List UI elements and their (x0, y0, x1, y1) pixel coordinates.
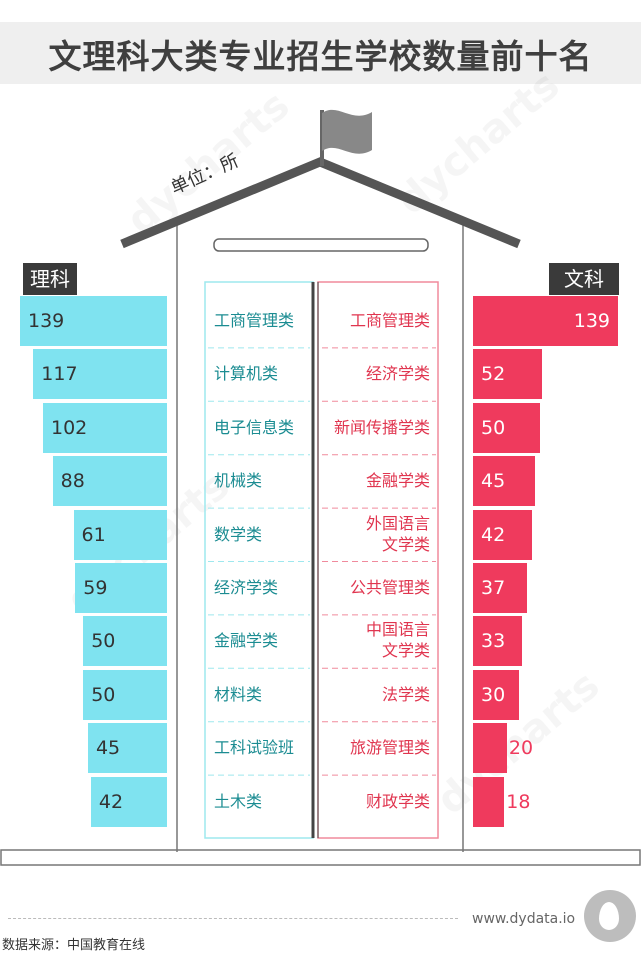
science-category-label: 工科试验班 (214, 738, 295, 758)
liberal-bar: 50 (473, 402, 541, 453)
liberal-category-label: 金融学类 (365, 471, 430, 491)
liberal-value-label: 50 (481, 416, 506, 439)
liberal-category-label: 法学类 (381, 684, 430, 704)
science-bar: 59 (75, 563, 167, 613)
liberal-bar: 30 (473, 669, 519, 720)
liberal-bar: 139 (473, 296, 618, 346)
science-bar: 50 (83, 669, 167, 720)
science-value-label: 50 (91, 683, 116, 706)
science-value-label: 59 (83, 577, 108, 599)
liberal-value-label: 42 (481, 523, 506, 546)
science-label: 理科 (23, 263, 77, 295)
liberal-bar: 45 (473, 456, 536, 507)
liberal-category-label: 中国语言 文学类 (365, 620, 430, 661)
liberal-value-label: 139 (573, 310, 610, 332)
liberal-category-label: 财政学类 (365, 791, 430, 811)
science-value-label: 45 (95, 737, 121, 760)
liberal-value-label: 52 (481, 363, 506, 386)
liberal-value-label: 33 (481, 630, 506, 653)
science-category-label: 计算机类 (214, 364, 279, 384)
science-value-label: 61 (81, 523, 106, 546)
science-category-label: 材料类 (214, 684, 263, 704)
liberal-bar: 42 (473, 509, 533, 560)
footer-divider (8, 918, 458, 919)
science-category-label: 金融学类 (214, 631, 279, 651)
liberal-value-label: 18 (506, 790, 531, 813)
liberal-category-label: 工商管理类 (349, 311, 430, 330)
liberal-bar: 20 (473, 723, 533, 774)
science-value-label: 42 (98, 790, 124, 813)
science-bar: 117 (33, 349, 167, 400)
science-category-label: 工商管理类 (214, 311, 295, 330)
science-bar: 50 (83, 616, 167, 667)
science-value-label: 139 (28, 310, 65, 332)
liberal-category-label: 旅游管理类 (349, 738, 430, 758)
science-category-label: 电子信息类 (214, 417, 295, 437)
science-value-label: 88 (60, 470, 85, 493)
science-value-label: 102 (51, 416, 88, 439)
science-bar: 42 (90, 776, 167, 827)
science-bar: 45 (87, 723, 167, 774)
science-category-label: 经济学类 (214, 578, 279, 597)
science-category-label: 数学类 (214, 524, 263, 544)
science-bar: 102 (43, 402, 167, 453)
liberal-value-label: 45 (481, 470, 506, 493)
liberal-category-label: 外国语言 文学类 (365, 513, 430, 554)
title-band (0, 22, 641, 84)
science-bar: 61 (73, 509, 167, 560)
liberal-label: 文科 (549, 263, 619, 295)
science-bar: 139 (20, 296, 167, 346)
liberal-value-label: 37 (481, 577, 506, 599)
website-link[interactable]: www.dydata.io (472, 911, 576, 927)
science-category-label: 土木类 (214, 791, 263, 811)
science-value-label: 50 (91, 630, 116, 653)
science-bar: 88 (52, 456, 167, 507)
liberal-bar: 37 (473, 563, 527, 613)
liberal-category-label: 经济学类 (365, 364, 430, 384)
liberal-category-label: 公共管理类 (349, 578, 430, 597)
dydata-logo-icon (584, 890, 636, 942)
science-category-label: 机械类 (214, 471, 263, 491)
liberal-value-label: 20 (508, 737, 534, 760)
science-value-label: 117 (41, 363, 78, 386)
liberal-value-label: 30 (481, 683, 506, 706)
liberal-bar: 52 (473, 349, 543, 400)
liberal-bar: 18 (473, 776, 530, 827)
liberal-bar: 33 (473, 616, 523, 667)
data-source: 数据来源：中国教育在线 (2, 938, 146, 953)
chart-title: 文理科大类专业招生学校数量前十名 (48, 37, 593, 76)
liberal-category-label: 新闻传播学类 (333, 417, 430, 437)
